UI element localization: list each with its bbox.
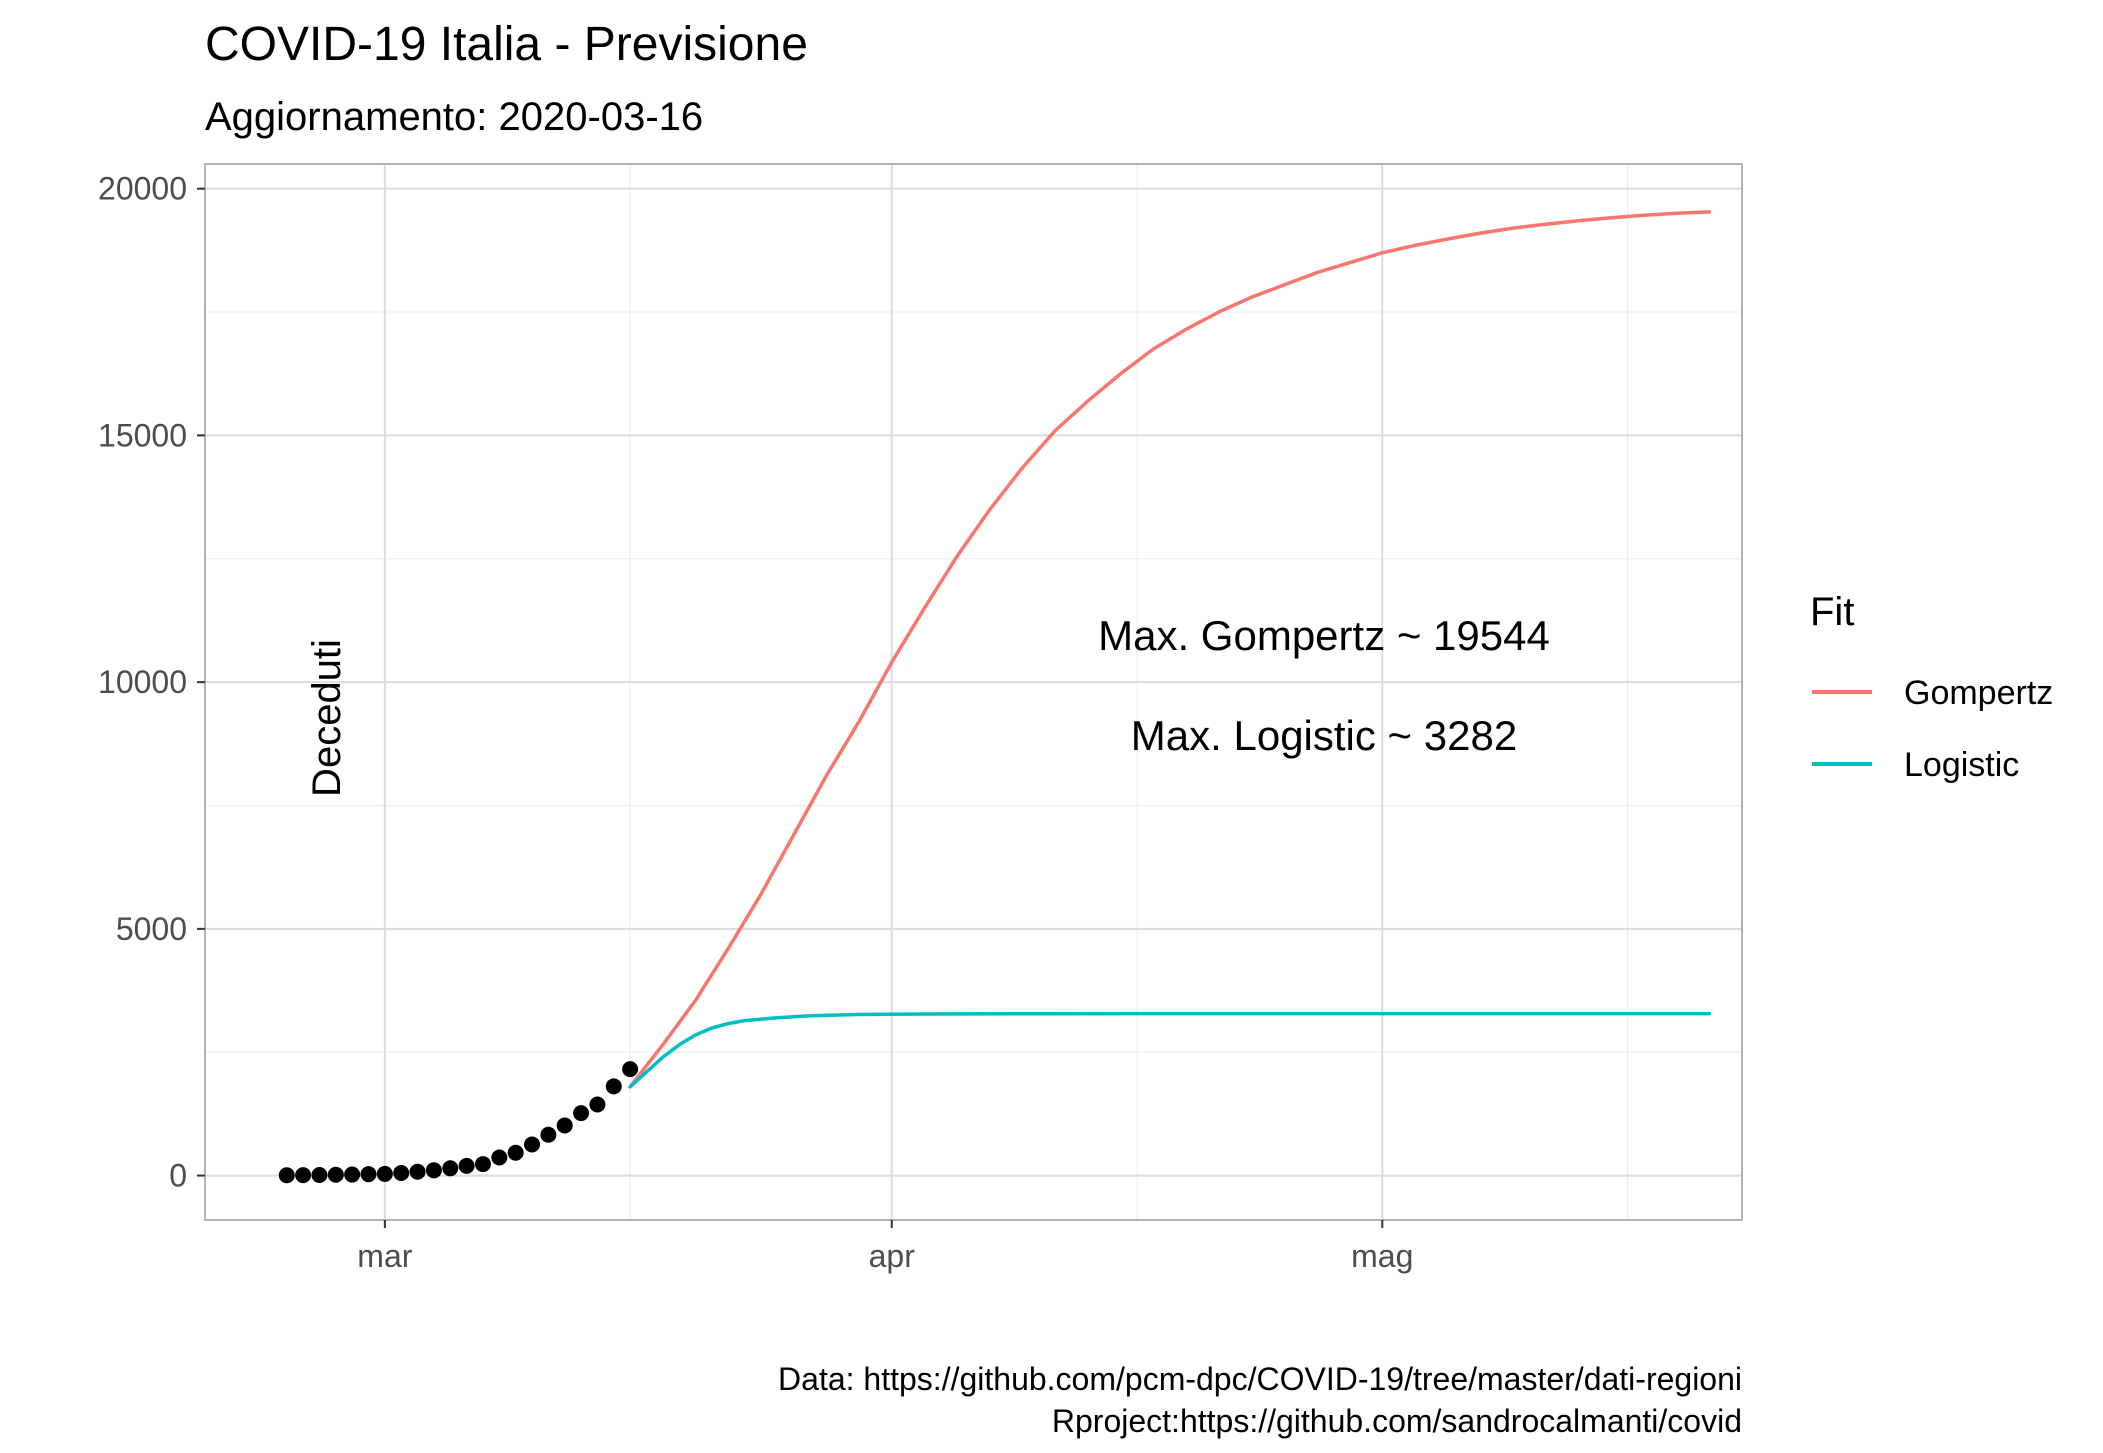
- observed-point: [458, 1157, 475, 1174]
- observed-point: [409, 1163, 426, 1180]
- observed-point: [556, 1117, 573, 1134]
- annotation-logistic: Max. Logistic ~ 3282: [1131, 712, 1517, 759]
- observed-point: [376, 1165, 393, 1182]
- observed-point: [605, 1078, 622, 1095]
- observed-points: [278, 1061, 639, 1184]
- y-tick-label: 10000: [98, 664, 187, 700]
- observed-point: [540, 1126, 557, 1143]
- grid-major: [205, 164, 1742, 1220]
- observed-point: [622, 1061, 639, 1078]
- y-tick-label: 15000: [98, 417, 187, 453]
- x-tick-label: apr: [869, 1238, 916, 1274]
- legend-label-logistic: Logistic: [1904, 746, 2019, 784]
- grid-minor: [205, 164, 1742, 1220]
- observed-point: [295, 1167, 312, 1184]
- x-axis-ticks: mar apr mag: [357, 1220, 1413, 1274]
- y-axis-ticks: 0 5000 10000 15000 20000: [98, 171, 205, 1194]
- series-line-gompertz: [628, 210, 1712, 1089]
- annotation-gompertz: Max. Gompertz ~ 19544: [1098, 612, 1550, 659]
- observed-point: [278, 1167, 295, 1184]
- observed-point: [474, 1156, 491, 1173]
- x-tick-label: mag: [1351, 1238, 1413, 1274]
- observed-point: [327, 1166, 344, 1183]
- y-axis-label: Deceduti: [305, 639, 349, 797]
- observed-point: [360, 1166, 377, 1183]
- y-tick-label: 0: [169, 1158, 187, 1194]
- series-layer: [628, 210, 1712, 1089]
- legend-title: Fit: [1810, 590, 1854, 634]
- observed-point: [589, 1096, 606, 1113]
- caption-data-source: Data: https://github.com/pcm-dpc/COVID-1…: [778, 1361, 1742, 1397]
- series-line-logistic: [628, 1011, 1712, 1089]
- observed-point: [442, 1160, 459, 1177]
- observed-point: [491, 1149, 508, 1166]
- y-tick-label: 20000: [98, 171, 187, 207]
- legend-label-gompertz: Gompertz: [1904, 674, 2053, 712]
- caption-rproject: Rproject:https://github.com/sandrocalman…: [1052, 1403, 1742, 1439]
- y-tick-label: 5000: [116, 911, 187, 947]
- chart-title: COVID-19 Italia - Previsione: [205, 18, 808, 71]
- plot-panel: [204, 163, 1743, 1221]
- panel-border: [204, 163, 1743, 1221]
- chart-subtitle: Aggiornamento: 2020-03-16: [205, 95, 703, 139]
- observed-point: [344, 1166, 361, 1183]
- observed-point: [425, 1162, 442, 1179]
- legend: Fit Gompertz Logistic: [1810, 590, 2053, 784]
- observed-point: [507, 1144, 524, 1161]
- observed-point: [311, 1166, 328, 1183]
- observed-point: [573, 1105, 590, 1122]
- x-tick-label: mar: [357, 1238, 412, 1274]
- observed-point: [393, 1165, 410, 1182]
- observed-point: [524, 1136, 541, 1153]
